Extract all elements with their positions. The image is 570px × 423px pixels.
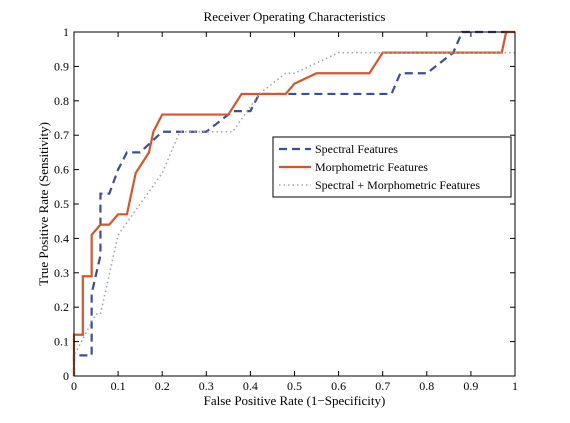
y-tick-label: 0.9 <box>54 59 69 73</box>
legend-label-2: Morphometric Features <box>315 160 428 174</box>
ticks-layer: 0 0.1 0.2 0.3 0.4 0.5 0.6 0.7 0.8 0.9 1 0 0.1 0.2 0.3 0… <box>54 25 518 393</box>
y-tick-label: 0.7 <box>54 128 69 142</box>
chart-title: Receiver Operating Characteristics <box>204 9 386 24</box>
y-tick-label: 0.1 <box>54 335 69 349</box>
x-tick-label: 0.9 <box>463 379 478 393</box>
x-tick-label: 0.2 <box>155 379 170 393</box>
x-tick-label: 0.5 <box>287 379 302 393</box>
y-tick-label: 0.8 <box>54 94 69 108</box>
plot-frame <box>73 31 516 377</box>
x-tick-label: 0.3 <box>199 379 214 393</box>
y-tick-label: 1 <box>63 25 69 39</box>
x-tick-label: 0.1 <box>111 379 126 393</box>
y-tick-label: 0 <box>63 369 69 383</box>
x-tick-label: 0.6 <box>331 379 346 393</box>
y-tick-label: 0.2 <box>54 300 69 314</box>
x-tick-label: 0 <box>71 379 77 393</box>
y-tick-label: 0.5 <box>54 197 69 211</box>
x-tick-label: 0.8 <box>419 379 434 393</box>
x-tick-label: 0.7 <box>375 379 390 393</box>
y-tick-label: 0.3 <box>54 266 69 280</box>
legend: Spectral Features Morphometric Features Sp… <box>272 136 512 198</box>
y-axis-title: True Positive Rate (Sensitivity) <box>36 122 51 286</box>
legend-label-1: Spectral Features <box>315 142 398 156</box>
y-tick-label: 0.6 <box>54 163 69 177</box>
legend-label-3: Spectral + Morphometric Features <box>315 178 480 192</box>
x-tick-label: 1 <box>512 379 518 393</box>
x-axis-title: False Positive Rate (1−Specificity) <box>204 393 386 408</box>
legend-box <box>272 136 512 198</box>
x-tick-label: 0.4 <box>243 379 258 393</box>
series-line-1 <box>72 30 515 376</box>
y-tick-label: 0.4 <box>54 231 69 245</box>
series-line-3 <box>73 51 515 376</box>
series-line-2 <box>72 30 515 376</box>
series-layer <box>72 30 515 376</box>
